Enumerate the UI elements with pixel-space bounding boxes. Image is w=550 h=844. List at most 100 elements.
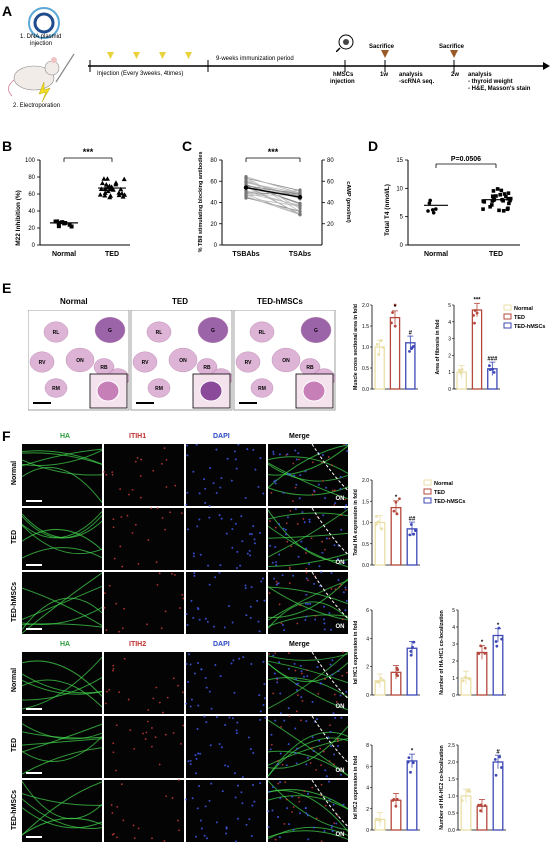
- he-label-rm: RM: [155, 386, 163, 392]
- dapi-nucleus: [332, 803, 335, 806]
- chart-c-point: [298, 188, 302, 192]
- dapi-nucleus: [294, 727, 297, 730]
- dapi-nucleus: [247, 736, 250, 739]
- ha-fiber: [267, 663, 349, 711]
- itih-dot: [278, 603, 281, 606]
- dapi-nucleus: [293, 474, 296, 477]
- dapi-nucleus: [305, 763, 308, 766]
- dapi-nucleus: [242, 656, 245, 659]
- itih-dot: [343, 444, 345, 446]
- itih-dot: [274, 838, 277, 841]
- data-point: [409, 523, 413, 526]
- dapi-nucleus: [185, 663, 188, 666]
- bar-chart-e2: 0 1 2 3 4 5 Area of fibrosis in fold *** ### Norm…: [435, 298, 545, 393]
- week-1-label: 1w: [380, 72, 389, 78]
- itih-dot: [155, 561, 158, 564]
- itih-dot: [165, 795, 168, 798]
- dapi-nucleus: [344, 507, 347, 510]
- chart-c-y2tick-label-3: 80: [327, 158, 334, 164]
- data-point: [412, 532, 416, 536]
- data-point: [375, 342, 379, 346]
- dapi-nucleus: [236, 784, 239, 787]
- itih-dot: [161, 517, 164, 519]
- dapi-nucleus: [233, 772, 236, 775]
- dapi-nucleus: [245, 823, 248, 826]
- he-label-rb: RB: [203, 365, 211, 371]
- data-point: [414, 529, 417, 532]
- dapi-nucleus: [282, 527, 285, 530]
- ha-fiber: [267, 653, 349, 661]
- itih-dot: [320, 783, 323, 786]
- legend-swatch: [503, 322, 512, 329]
- fluor-tile: [104, 444, 184, 506]
- itih-dot: [161, 462, 163, 465]
- data-point: [467, 677, 471, 681]
- itih-dot: [105, 473, 108, 476]
- dapi-nucleus: [327, 736, 330, 739]
- dapi-nucleus: [204, 805, 207, 808]
- chart-b-point: [55, 219, 60, 224]
- dapi-nucleus: [248, 818, 251, 821]
- itih-dot: [270, 491, 273, 494]
- dapi-nucleus: [329, 730, 332, 733]
- dapi-nucleus: [192, 552, 195, 555]
- itih-dot: [112, 742, 115, 745]
- dapi-nucleus: [191, 797, 194, 800]
- dapi-nucleus: [248, 532, 251, 535]
- ha-fiber: [22, 572, 103, 634]
- ytick-label: 8: [366, 743, 369, 749]
- itih-dot: [331, 489, 334, 492]
- ha-fiber: [22, 656, 103, 710]
- itih-dot: [158, 701, 161, 704]
- itih-dot: [305, 571, 308, 574]
- itih-dot: [277, 782, 280, 785]
- dapi-nucleus: [276, 762, 279, 765]
- itih-dot: [150, 745, 153, 748]
- scale-bar: [26, 564, 42, 566]
- dapi-nucleus: [219, 486, 222, 489]
- dapi-nucleus: [317, 483, 320, 486]
- ha-fiber: [267, 586, 349, 605]
- dapi-nucleus: [249, 605, 252, 608]
- dapi-nucleus: [269, 544, 272, 547]
- ha-fiber: [267, 660, 349, 684]
- ylabel: Number of HA-HC2 co-localization: [439, 745, 445, 829]
- data-point: [479, 809, 482, 813]
- chart-b-point: [106, 183, 112, 188]
- itih-dot: [152, 469, 155, 472]
- data-point: [500, 637, 504, 641]
- ha-fiber: [22, 677, 103, 701]
- dapi-nucleus: [235, 732, 238, 735]
- dapi-nucleus: [279, 692, 282, 695]
- itih-dot: [131, 532, 134, 534]
- chart-c-point: [298, 201, 302, 205]
- dapi-nucleus: [215, 448, 218, 451]
- dapi-nucleus: [258, 694, 261, 697]
- dapi-nucleus: [246, 552, 249, 555]
- dapi-nucleus: [301, 511, 304, 514]
- dapi-nucleus: [227, 765, 230, 768]
- chart-d-sig: P=0.0506: [451, 156, 481, 163]
- fluor-tile: [104, 572, 184, 634]
- chart-b-cat-1: TED: [105, 251, 119, 258]
- itih-dot: [281, 763, 284, 766]
- dapi-nucleus: [236, 817, 239, 820]
- dapi-nucleus: [289, 473, 292, 476]
- itih-dot: [111, 473, 114, 476]
- ha-fiber: [22, 452, 103, 465]
- itih-dot: [334, 588, 337, 591]
- ha-fiber: [267, 738, 349, 766]
- dapi-nucleus: [332, 712, 335, 715]
- ha-fiber: [22, 679, 103, 708]
- itih-dot: [146, 623, 148, 626]
- dapi-nucleus: [286, 516, 289, 519]
- dapi-nucleus: [249, 748, 252, 751]
- ytick-label: 2: [366, 665, 369, 671]
- dapi-nucleus: [274, 482, 277, 485]
- ha-fiber: [267, 445, 349, 476]
- data-point: [491, 367, 495, 371]
- dapi-nucleus: [278, 661, 281, 664]
- dapi-nucleus: [312, 826, 315, 829]
